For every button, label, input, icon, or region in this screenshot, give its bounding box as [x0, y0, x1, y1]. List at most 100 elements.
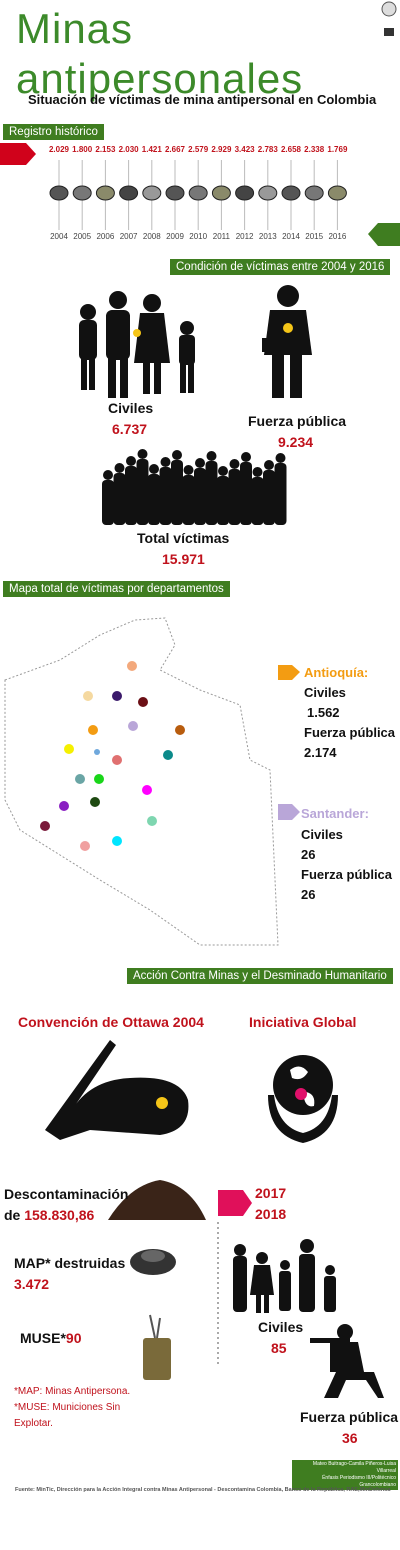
- timeline-year: 2005: [73, 232, 92, 241]
- label: Fuerza pública: [248, 413, 347, 429]
- section-label: Mapa total de víctimas por departamentos: [3, 581, 230, 597]
- mine-icon: [281, 185, 301, 201]
- person: [218, 466, 228, 476]
- section-label: Registro histórico: [3, 124, 104, 140]
- department: Santander:: [301, 806, 369, 821]
- muse: [149, 1314, 161, 1339]
- label: MUSE*90: [20, 1330, 81, 1346]
- title: Minas antipersonales: [16, 5, 304, 102]
- year: 2017: [255, 1185, 287, 1201]
- timeline-value: 1.800: [72, 145, 93, 154]
- person: [263, 470, 275, 525]
- marker: [295, 1088, 307, 1100]
- person: [241, 452, 251, 462]
- civilians-silhouette: [233, 1239, 336, 1313]
- mine-icon: [142, 185, 162, 201]
- soldier-silhouette: [262, 285, 312, 398]
- mine-icon: [165, 185, 185, 201]
- timeline-value: 2.929: [211, 145, 232, 154]
- mine-icon: [327, 185, 347, 201]
- note: *MAP: Minas Antipersona.: [14, 1386, 131, 1397]
- label: de: [4, 1207, 21, 1223]
- label: Fuerza pública: [304, 725, 396, 740]
- mine-icon: [119, 185, 139, 201]
- timeline-year: 2010: [189, 232, 208, 241]
- arrow: [0, 143, 36, 165]
- timeline-value: 1.421: [141, 145, 162, 154]
- muse: [143, 1338, 171, 1380]
- value: 9.234: [278, 434, 314, 450]
- hands: [268, 1095, 338, 1143]
- arrow: [278, 665, 300, 680]
- person: [114, 463, 125, 473]
- timeline-year: 2004: [50, 232, 68, 241]
- arrow: [218, 1190, 252, 1216]
- soldier-silhouette: [310, 1324, 384, 1398]
- dirt: [108, 1180, 206, 1220]
- credit: Mateo Buitrago-Camila Piñeros-Luisa Vill…: [312, 1461, 396, 1474]
- globe: [273, 1055, 333, 1115]
- mine-icon: [49, 185, 69, 201]
- note: *MUSE: Municiones Sin Explotar.: [14, 1402, 121, 1429]
- map-outline: [4, 617, 279, 946]
- person: [159, 467, 172, 525]
- timeline-year: 2009: [166, 232, 184, 241]
- marker: [283, 323, 293, 333]
- mine-icon: [258, 185, 278, 201]
- person: [149, 464, 159, 474]
- heading: Convención de Ottawa 2004: [18, 1014, 204, 1030]
- timeline-value: 2.667: [164, 145, 186, 154]
- label: Fuerza pública: [300, 1409, 399, 1425]
- label: MUSE*: [20, 1330, 66, 1346]
- timeline-value: 2.030: [118, 145, 139, 154]
- person: [125, 466, 137, 525]
- person: [172, 450, 182, 460]
- person: [183, 465, 194, 475]
- timeline-value: 2.658: [280, 145, 302, 154]
- subtitle: Situación de víctimas de mina antiperson…: [28, 92, 377, 107]
- department: Antioquía:: [304, 665, 369, 680]
- source: Fuente: MinTic, Dirección para la Acción…: [15, 1487, 391, 1493]
- timeline-year: 2007: [119, 232, 138, 241]
- person: [275, 453, 286, 463]
- year: 2018: [255, 1206, 287, 1222]
- timeline-value: 2.029: [48, 145, 70, 154]
- timeline-year: 2014: [282, 232, 300, 241]
- arrow: [368, 223, 400, 246]
- label: de 158.830,86: [4, 1207, 94, 1223]
- timeline-value: 2.153: [95, 145, 116, 154]
- timeline-value: 2.783: [257, 145, 278, 154]
- value: 85: [271, 1340, 287, 1356]
- person: [171, 460, 183, 525]
- credit: Énfasis Periodismo III/Politécnico Granc…: [322, 1475, 396, 1488]
- value: 3.472: [14, 1276, 50, 1292]
- timeline-value: 2.579: [188, 145, 209, 154]
- timeline-year: 2012: [235, 232, 254, 241]
- icon: [381, 1, 397, 17]
- value: 36: [342, 1430, 358, 1446]
- person: [160, 457, 171, 467]
- person: [126, 456, 136, 466]
- value: 26: [301, 847, 316, 862]
- timeline-year: 2013: [258, 232, 277, 241]
- person: [252, 467, 263, 477]
- mine: [141, 1250, 165, 1262]
- person: [229, 459, 240, 469]
- timeline-value: 1.769: [327, 145, 348, 154]
- person: [136, 459, 149, 525]
- label: Civiles: [301, 827, 343, 842]
- marker: [156, 1097, 168, 1109]
- map-dots: [40, 661, 185, 851]
- section-label: Acción Contra Minas y el Desminado Human…: [127, 968, 393, 984]
- timeline-year: 2006: [96, 232, 115, 241]
- mine-icon: [95, 185, 115, 201]
- person: [228, 469, 241, 525]
- label: Descontaminación: [4, 1186, 129, 1202]
- person: [274, 463, 287, 525]
- timeline-year: 2011: [212, 232, 230, 241]
- timeline-year: 2016: [328, 232, 347, 241]
- person: [240, 462, 252, 525]
- value: 1.562: [307, 705, 340, 720]
- person: [102, 480, 114, 525]
